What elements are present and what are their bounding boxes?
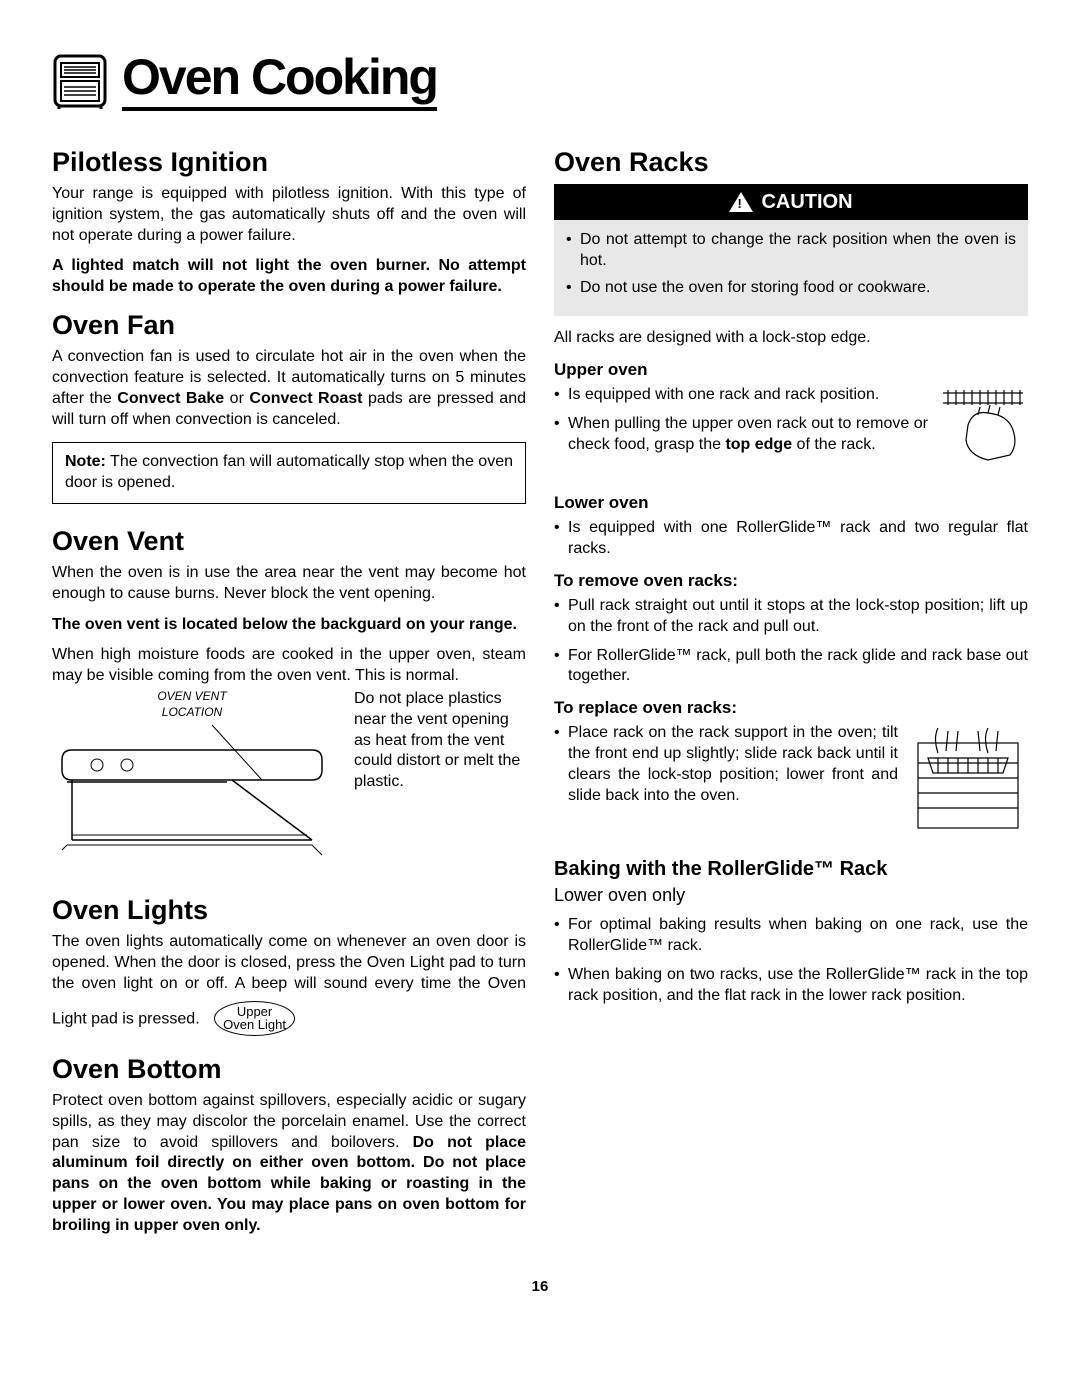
body-text: When the oven is in use the area near th… <box>52 563 526 605</box>
body-text: All racks are designed with a lock-stop … <box>554 328 1028 349</box>
rack-hand-icon <box>938 385 1028 482</box>
subsection-heading: To replace oven racks: <box>554 697 1028 719</box>
left-column: Pilotless Ignition Your range is equippe… <box>52 145 526 1247</box>
oven-icon <box>52 53 108 109</box>
body-text: Your range is equipped with pilotless ig… <box>52 184 526 246</box>
body-text: The oven lights automatically come on wh… <box>52 932 526 1030</box>
oven-vent-diagram: OVEN VENT LOCATION <box>52 689 342 877</box>
page-title: Oven Cooking <box>122 50 437 111</box>
list-item: When baking on two racks, use the Roller… <box>554 965 1028 1007</box>
body-text-bold: A lighted match will not light the oven … <box>52 256 526 298</box>
content-columns: Pilotless Ignition Your range is equippe… <box>52 145 1028 1247</box>
note-label: Note: <box>65 453 106 470</box>
list-item: For RollerGlide™ rack, pull both the rac… <box>554 646 1028 688</box>
section-heading: Oven Lights <box>52 893 526 928</box>
section-heading: Pilotless Ignition <box>52 145 526 180</box>
subsection-heading: Upper oven <box>554 359 1028 381</box>
caution-label: CAUTION <box>761 189 852 215</box>
caution-bar: CAUTION <box>554 184 1028 220</box>
body-text: A convection fan is used to circulate ho… <box>52 347 526 430</box>
section-heading: Oven Vent <box>52 524 526 559</box>
list-item: Pull rack straight out until it stops at… <box>554 596 1028 638</box>
text-bold: Convect Bake <box>117 390 224 407</box>
list-item: When pulling the upper oven rack out to … <box>554 414 928 456</box>
list-item: Do not attempt to change the rack positi… <box>566 230 1016 272</box>
caution-body: Do not attempt to change the rack positi… <box>554 220 1028 316</box>
body-text: When high moisture foods are cooked in t… <box>52 645 526 687</box>
badge-line: Oven Light <box>223 1017 286 1032</box>
section-heading: Oven Fan <box>52 308 526 343</box>
list-item: Do not use the oven for storing food or … <box>566 278 1016 299</box>
oven-rack-diagram <box>908 723 1028 840</box>
vent-diagram-row: OVEN VENT LOCATION Do not place plastics… <box>52 689 526 877</box>
text-span: or <box>224 390 249 407</box>
subsection-heading: To remove oven racks: <box>554 570 1028 592</box>
vent-side-text: Do not place plastics near the vent open… <box>354 689 526 793</box>
upper-oven-row: Is equipped with one rack and rack posit… <box>554 385 1028 482</box>
oven-light-badge: Upper Oven Light <box>214 1001 295 1036</box>
replace-rack-row: Place rack on the rack support in the ov… <box>554 723 1028 840</box>
warning-icon <box>729 192 753 212</box>
list-item: Is equipped with one rack and rack posit… <box>554 385 928 406</box>
body-text: Protect oven bottom against spillovers, … <box>52 1091 526 1237</box>
subtitle: Lower oven only <box>554 884 1028 907</box>
note-box: Note: The convection fan will automatica… <box>52 442 526 504</box>
text-span: of the rack. <box>792 436 876 453</box>
page-header: Oven Cooking <box>52 50 1028 111</box>
section-heading: Oven Bottom <box>52 1052 526 1087</box>
text-bold: Convect Roast <box>249 390 362 407</box>
section-heading: Oven Racks <box>554 145 1028 180</box>
page-number: 16 <box>52 1277 1028 1297</box>
diagram-label: OVEN VENT LOCATION <box>142 689 242 720</box>
right-column: Oven Racks CAUTION Do not attempt to cha… <box>554 145 1028 1247</box>
body-text-bold: The oven vent is located below the backg… <box>52 615 526 636</box>
list-item: Is equipped with one RollerGlide™ rack a… <box>554 518 1028 560</box>
note-text: The convection fan will automatically st… <box>65 453 513 491</box>
subsection-heading: Baking with the RollerGlide™ Rack <box>554 856 1028 882</box>
list-item: Place rack on the rack support in the ov… <box>554 723 898 806</box>
subsection-heading: Lower oven <box>554 492 1028 514</box>
list-item: For optimal baking results when baking o… <box>554 915 1028 957</box>
text-bold: top edge <box>725 436 792 453</box>
